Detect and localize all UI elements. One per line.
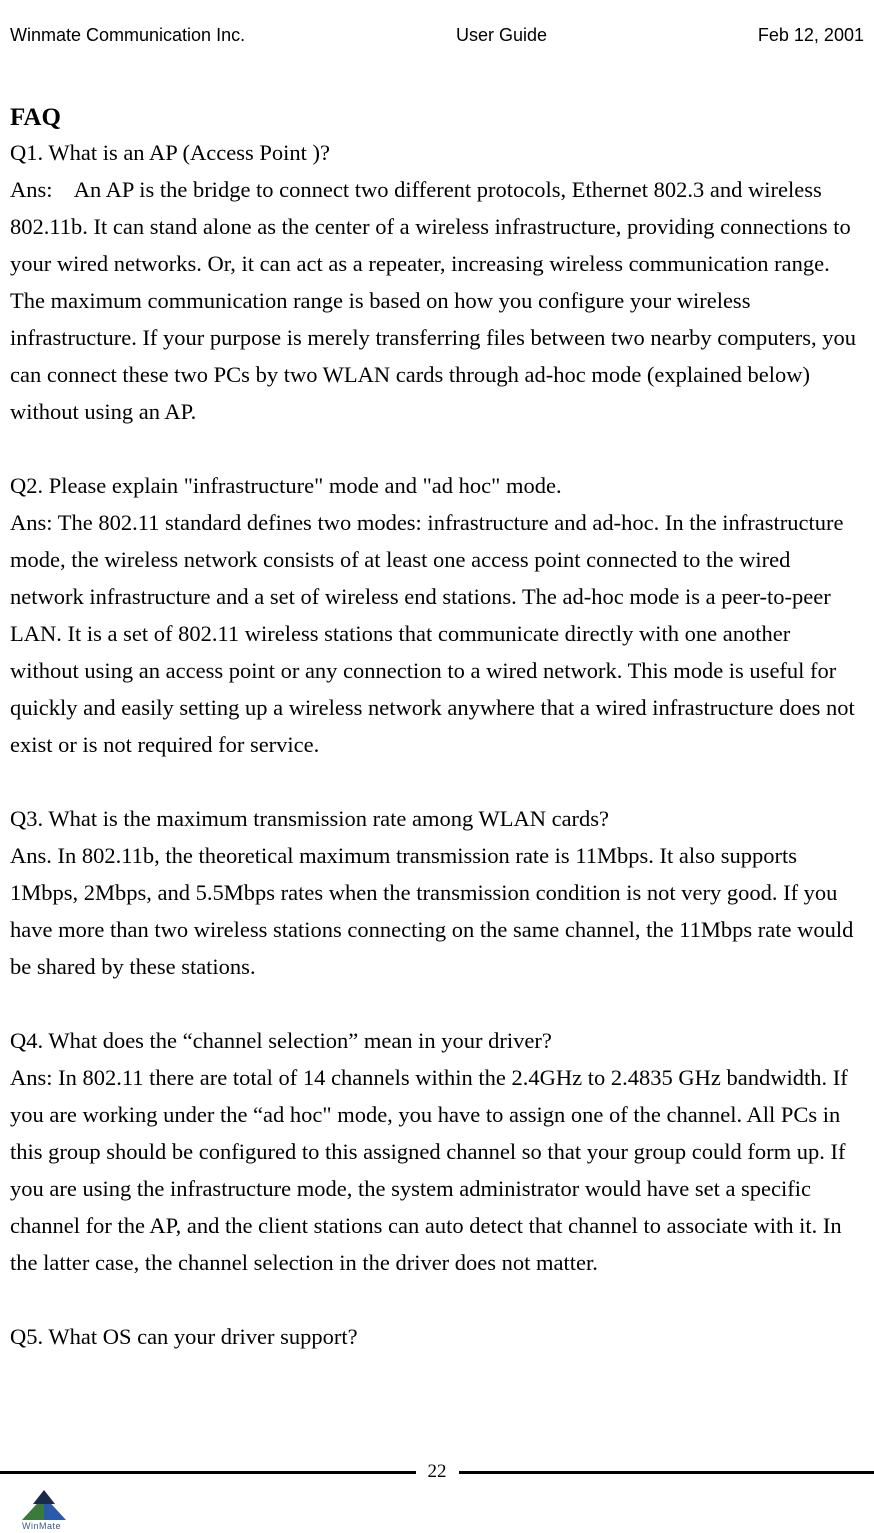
winmate-logo: WinMate (22, 1490, 64, 1531)
page-number: 22 (416, 1461, 459, 1483)
header-company: Winmate Communication Inc. (10, 25, 245, 46)
paragraph-spacer (10, 430, 864, 467)
header-title: User Guide (456, 25, 547, 46)
logo-text: WinMate (22, 1521, 64, 1531)
body-content: Q1. What is an AP (Access Point )? Ans: … (10, 134, 864, 1355)
q1-answer: Ans: An AP is the bridge to connect two … (10, 171, 864, 430)
q4-answer: Ans: In 802.11 there are total of 14 cha… (10, 1059, 864, 1281)
q3-answer: Ans. In 802.11b, the theoretical maximum… (10, 837, 864, 985)
header-date: Feb 12, 2001 (758, 25, 864, 46)
page-footer: 22 (0, 1461, 874, 1483)
paragraph-spacer (10, 763, 864, 800)
faq-heading: FAQ (10, 104, 864, 132)
footer-bar-left (0, 1471, 416, 1474)
logo-triangle-dark (33, 1490, 55, 1504)
q1-question: Q1. What is an AP (Access Point )? (10, 134, 864, 171)
q3-question: Q3. What is the maximum transmission rat… (10, 800, 864, 837)
paragraph-spacer (10, 985, 864, 1022)
q2-question: Q2. Please explain "infrastructure" mode… (10, 467, 864, 504)
q4-question: Q4. What does the “channel selection” me… (10, 1022, 864, 1059)
q2-answer: Ans: The 802.11 standard defines two mod… (10, 504, 864, 763)
paragraph-spacer (10, 1281, 864, 1318)
q5-question: Q5. What OS can your driver support? (10, 1318, 864, 1355)
page-header: Winmate Communication Inc. User Guide Fe… (10, 25, 864, 46)
document-page: Winmate Communication Inc. User Guide Fe… (0, 0, 874, 1533)
footer-divider: 22 (0, 1461, 874, 1483)
logo-icon (22, 1490, 64, 1520)
footer-bar-right (459, 1471, 874, 1474)
